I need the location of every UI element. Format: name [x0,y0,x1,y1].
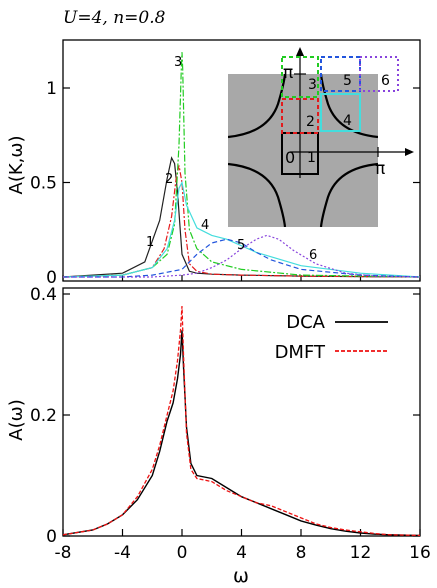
legend-label-dca: DCA [286,312,325,333]
cell-label-4: 4 [343,113,352,129]
legend-label-dmft: DMFT [275,342,326,363]
fermi-surface [228,74,378,227]
series-k6-line [63,234,421,278]
brillouin-zone-inset: π π 0 1 2 3 4 5 6 [228,47,414,227]
x-tick-label: 8 [296,543,307,563]
series-k5-line [63,238,421,278]
inset-pi-y-label: π [283,63,293,83]
cell-2-box [281,98,319,134]
top-y-tick-label: 1 [46,79,57,99]
series-k2-line [62,165,421,278]
curve-label-3: 3 [174,55,182,70]
series-k4-line [62,180,421,278]
cell-label-6: 6 [381,73,390,89]
bottom-series-group [62,306,421,537]
bottom-y-tick-label: 0.2 [30,406,57,426]
top-curve-labels: 1 2 3 4 5 6 [146,55,317,263]
fermi-arc-bottom-right [319,162,378,227]
x-axis-label: ω [233,565,249,587]
figure-title: U=4, n=0.8 [63,8,166,28]
fermi-arc-bottom-left [228,162,287,227]
fermi-arc-top-right [319,74,378,139]
cell-label-3: 3 [308,77,317,93]
cell-4-box [320,93,361,132]
cell-label-5: 5 [343,73,352,89]
bottom-y-tick-label: 0 [46,527,57,547]
kx-arrow-icon [405,148,414,156]
top-y-ticks: 00.51 [30,79,421,288]
ky-arrow-icon [296,47,304,56]
top-panel: 00.51 A(K,ω) 1 2 3 4 5 6 [6,39,421,288]
bottom-y-tick-label: 0.4 [30,285,57,305]
bottom-x-ticks: -8 -4 0 4 8 12 16 [55,529,431,563]
curve-label-4: 4 [201,218,209,233]
top-y-tick-label: 0.5 [30,174,57,194]
x-tick-label: 12 [350,543,372,563]
x-tick-label: -8 [55,543,72,563]
cell-label-1: 1 [307,150,316,166]
x-tick-label: 16 [409,543,431,563]
curve-label-5: 5 [237,238,245,253]
cell-label-2: 2 [306,114,315,130]
cell-3-box [281,56,319,98]
series-dmft-line [62,306,421,537]
x-tick-label: -4 [114,543,131,563]
bottom-y-ticks: 0 0.2 0.4 [30,285,420,547]
top-y-tick-label: 0 [46,268,57,288]
fermi-arc-top-left [228,74,287,139]
bottom-y-axis-label: A(ω) [6,399,27,440]
cell-6-box [359,56,399,92]
series-dca-line [62,330,421,537]
legend: DCA DMFT [275,312,388,363]
curve-label-1: 1 [146,235,154,250]
top-series-group [62,52,421,278]
x-tick-label: 4 [236,543,247,563]
bottom-panel: 0 0.2 0.4 -8 -4 0 4 8 12 16 A(ω) ω DCA DMFT [6,285,431,587]
top-y-axis-label: A(K,ω) [6,136,27,195]
x-tick-label: 0 [177,543,188,563]
curve-label-2: 2 [165,172,173,187]
bottom-plot-frame [62,287,421,537]
series-k3-line [62,52,421,278]
inset-pi-x-label: π [375,159,385,179]
curve-label-6: 6 [309,248,317,263]
inset-origin-label: 0 [285,148,295,167]
